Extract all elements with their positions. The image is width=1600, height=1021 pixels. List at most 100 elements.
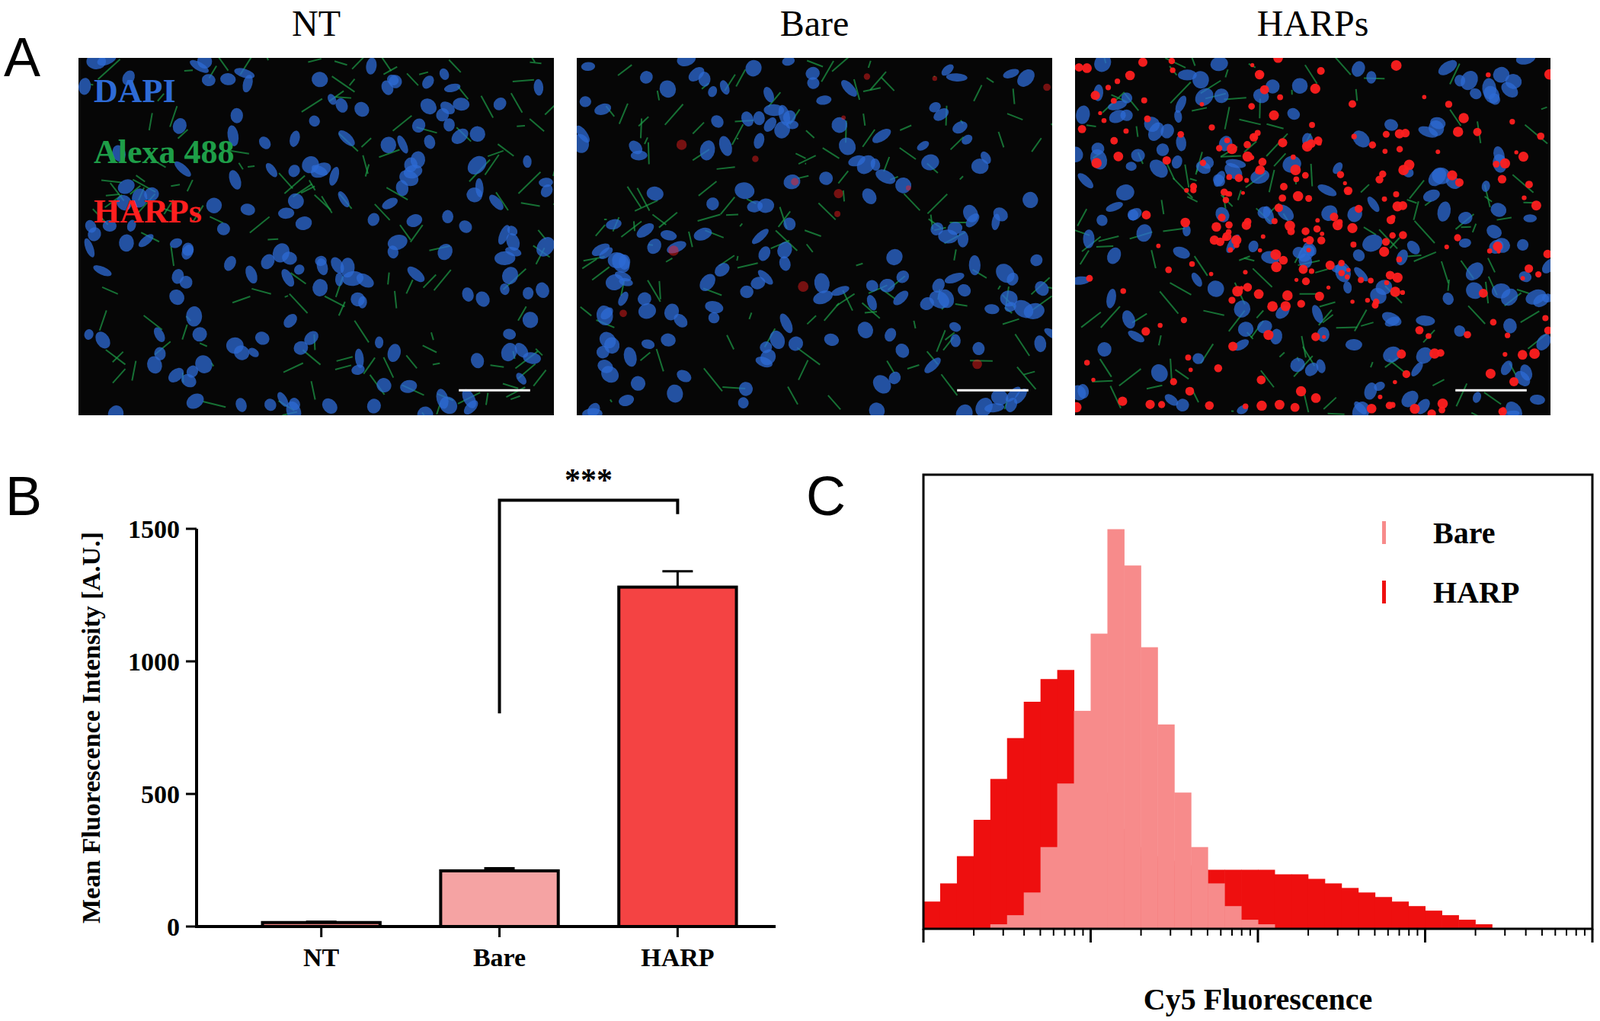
x-tick-minor — [1387, 928, 1389, 936]
cell-process — [697, 214, 721, 221]
cell-process — [1110, 385, 1121, 408]
cell-process — [704, 368, 723, 391]
particle-signal — [619, 309, 628, 317]
panel-title: Bare — [780, 3, 850, 44]
significance-label: *** — [564, 462, 613, 498]
cell-nucleus — [835, 134, 860, 159]
cell-process — [1194, 256, 1208, 276]
histogram-bar — [1291, 873, 1309, 929]
particle-signal — [1485, 368, 1496, 379]
x-tick-minor — [1169, 928, 1172, 936]
particle-signal — [1243, 282, 1252, 292]
cell-process — [1080, 250, 1089, 265]
cell-nucleus — [96, 57, 119, 68]
cell-process — [592, 266, 610, 280]
cell-nucleus — [960, 132, 975, 148]
cell-nucleus — [1366, 70, 1377, 84]
x-tick-minor — [1241, 928, 1243, 936]
cell-nucleus — [990, 204, 1011, 225]
cell-process — [1100, 306, 1120, 328]
cell-nucleus — [864, 278, 880, 295]
cell-nucleus — [1523, 286, 1549, 308]
cell-nucleus — [184, 363, 201, 381]
cell-process — [377, 57, 392, 71]
cell-nucleus — [239, 201, 256, 217]
cell-nucleus — [374, 336, 384, 349]
y-tick — [185, 793, 197, 796]
particle-signal — [1263, 329, 1274, 340]
particle-signal — [1308, 121, 1316, 128]
legend-swatch — [1382, 521, 1386, 544]
cell-nucleus — [521, 286, 535, 301]
cell-process — [927, 194, 948, 215]
particle-signal — [1248, 102, 1255, 110]
cell-process — [582, 259, 597, 269]
cell-process — [1191, 107, 1207, 111]
cell-process — [1252, 268, 1272, 287]
particle-signal — [1311, 393, 1322, 404]
y-axis-label: Mean Fluorescence Intensity [A.U.] — [76, 531, 106, 924]
x-tick — [320, 926, 323, 938]
cell-nucleus — [1491, 235, 1512, 255]
cell-nucleus — [380, 136, 397, 154]
cell-process — [383, 67, 397, 75]
cell-process — [263, 57, 269, 61]
cell-nucleus — [822, 331, 841, 348]
cell-process — [644, 137, 648, 144]
particle-signal — [1226, 144, 1238, 155]
x-tick-minor — [1140, 928, 1143, 936]
cell-process — [736, 137, 739, 140]
cell-process — [1413, 201, 1418, 221]
cell-nucleus — [364, 57, 378, 76]
cell-nucleus — [1171, 244, 1192, 261]
cell-process — [1319, 302, 1336, 308]
particle-signal — [1366, 403, 1377, 414]
cell-nucleus — [921, 355, 944, 376]
cell-process — [361, 137, 372, 148]
cell-process — [720, 197, 735, 215]
particle-signal — [1344, 188, 1351, 195]
cell-nucleus — [226, 337, 244, 355]
cell-nucleus — [644, 236, 665, 257]
particle-signal — [676, 139, 687, 150]
cell-process — [1051, 123, 1053, 146]
cell-nucleus — [943, 270, 966, 286]
cell-process — [1096, 246, 1114, 247]
cell-nucleus — [380, 195, 400, 212]
cell-process — [806, 315, 816, 324]
x-tick-minor — [1565, 928, 1568, 936]
particle-signal — [1524, 264, 1533, 273]
image-background — [576, 57, 1053, 416]
x-axis-label: Cy5 Fluorescence — [1143, 982, 1373, 1017]
cell-nucleus — [685, 64, 708, 85]
particle-signal — [1114, 78, 1120, 84]
cell-nucleus — [894, 176, 912, 195]
cell-nucleus — [756, 197, 775, 214]
cell-nucleus — [617, 276, 634, 288]
particle-signal — [1271, 217, 1278, 224]
cell-process — [698, 181, 717, 196]
cell-process — [1407, 199, 1418, 204]
cell-process — [1174, 369, 1189, 379]
cell-process — [656, 348, 664, 372]
cell-process — [1007, 113, 1023, 120]
particle-signal — [1317, 67, 1325, 75]
cell-nucleus — [499, 264, 521, 288]
cell-nucleus — [1191, 352, 1206, 365]
particle-signal — [1415, 326, 1424, 335]
cell-nucleus — [336, 189, 352, 210]
cell-nucleus — [1315, 182, 1338, 199]
cell-nucleus — [890, 288, 912, 308]
particle-signal — [1254, 289, 1264, 300]
particle-signal — [1157, 323, 1163, 329]
cell-nucleus — [307, 113, 322, 129]
y-tick — [185, 528, 197, 531]
cell-nucleus — [1415, 314, 1436, 327]
particle-signal — [1382, 237, 1390, 246]
x-tick-minor — [1337, 928, 1339, 936]
cell-process — [950, 137, 964, 151]
cell-nucleus — [165, 364, 187, 386]
cell-nucleus — [230, 108, 244, 124]
cell-process — [726, 335, 734, 350]
cell-process — [1334, 57, 1351, 75]
